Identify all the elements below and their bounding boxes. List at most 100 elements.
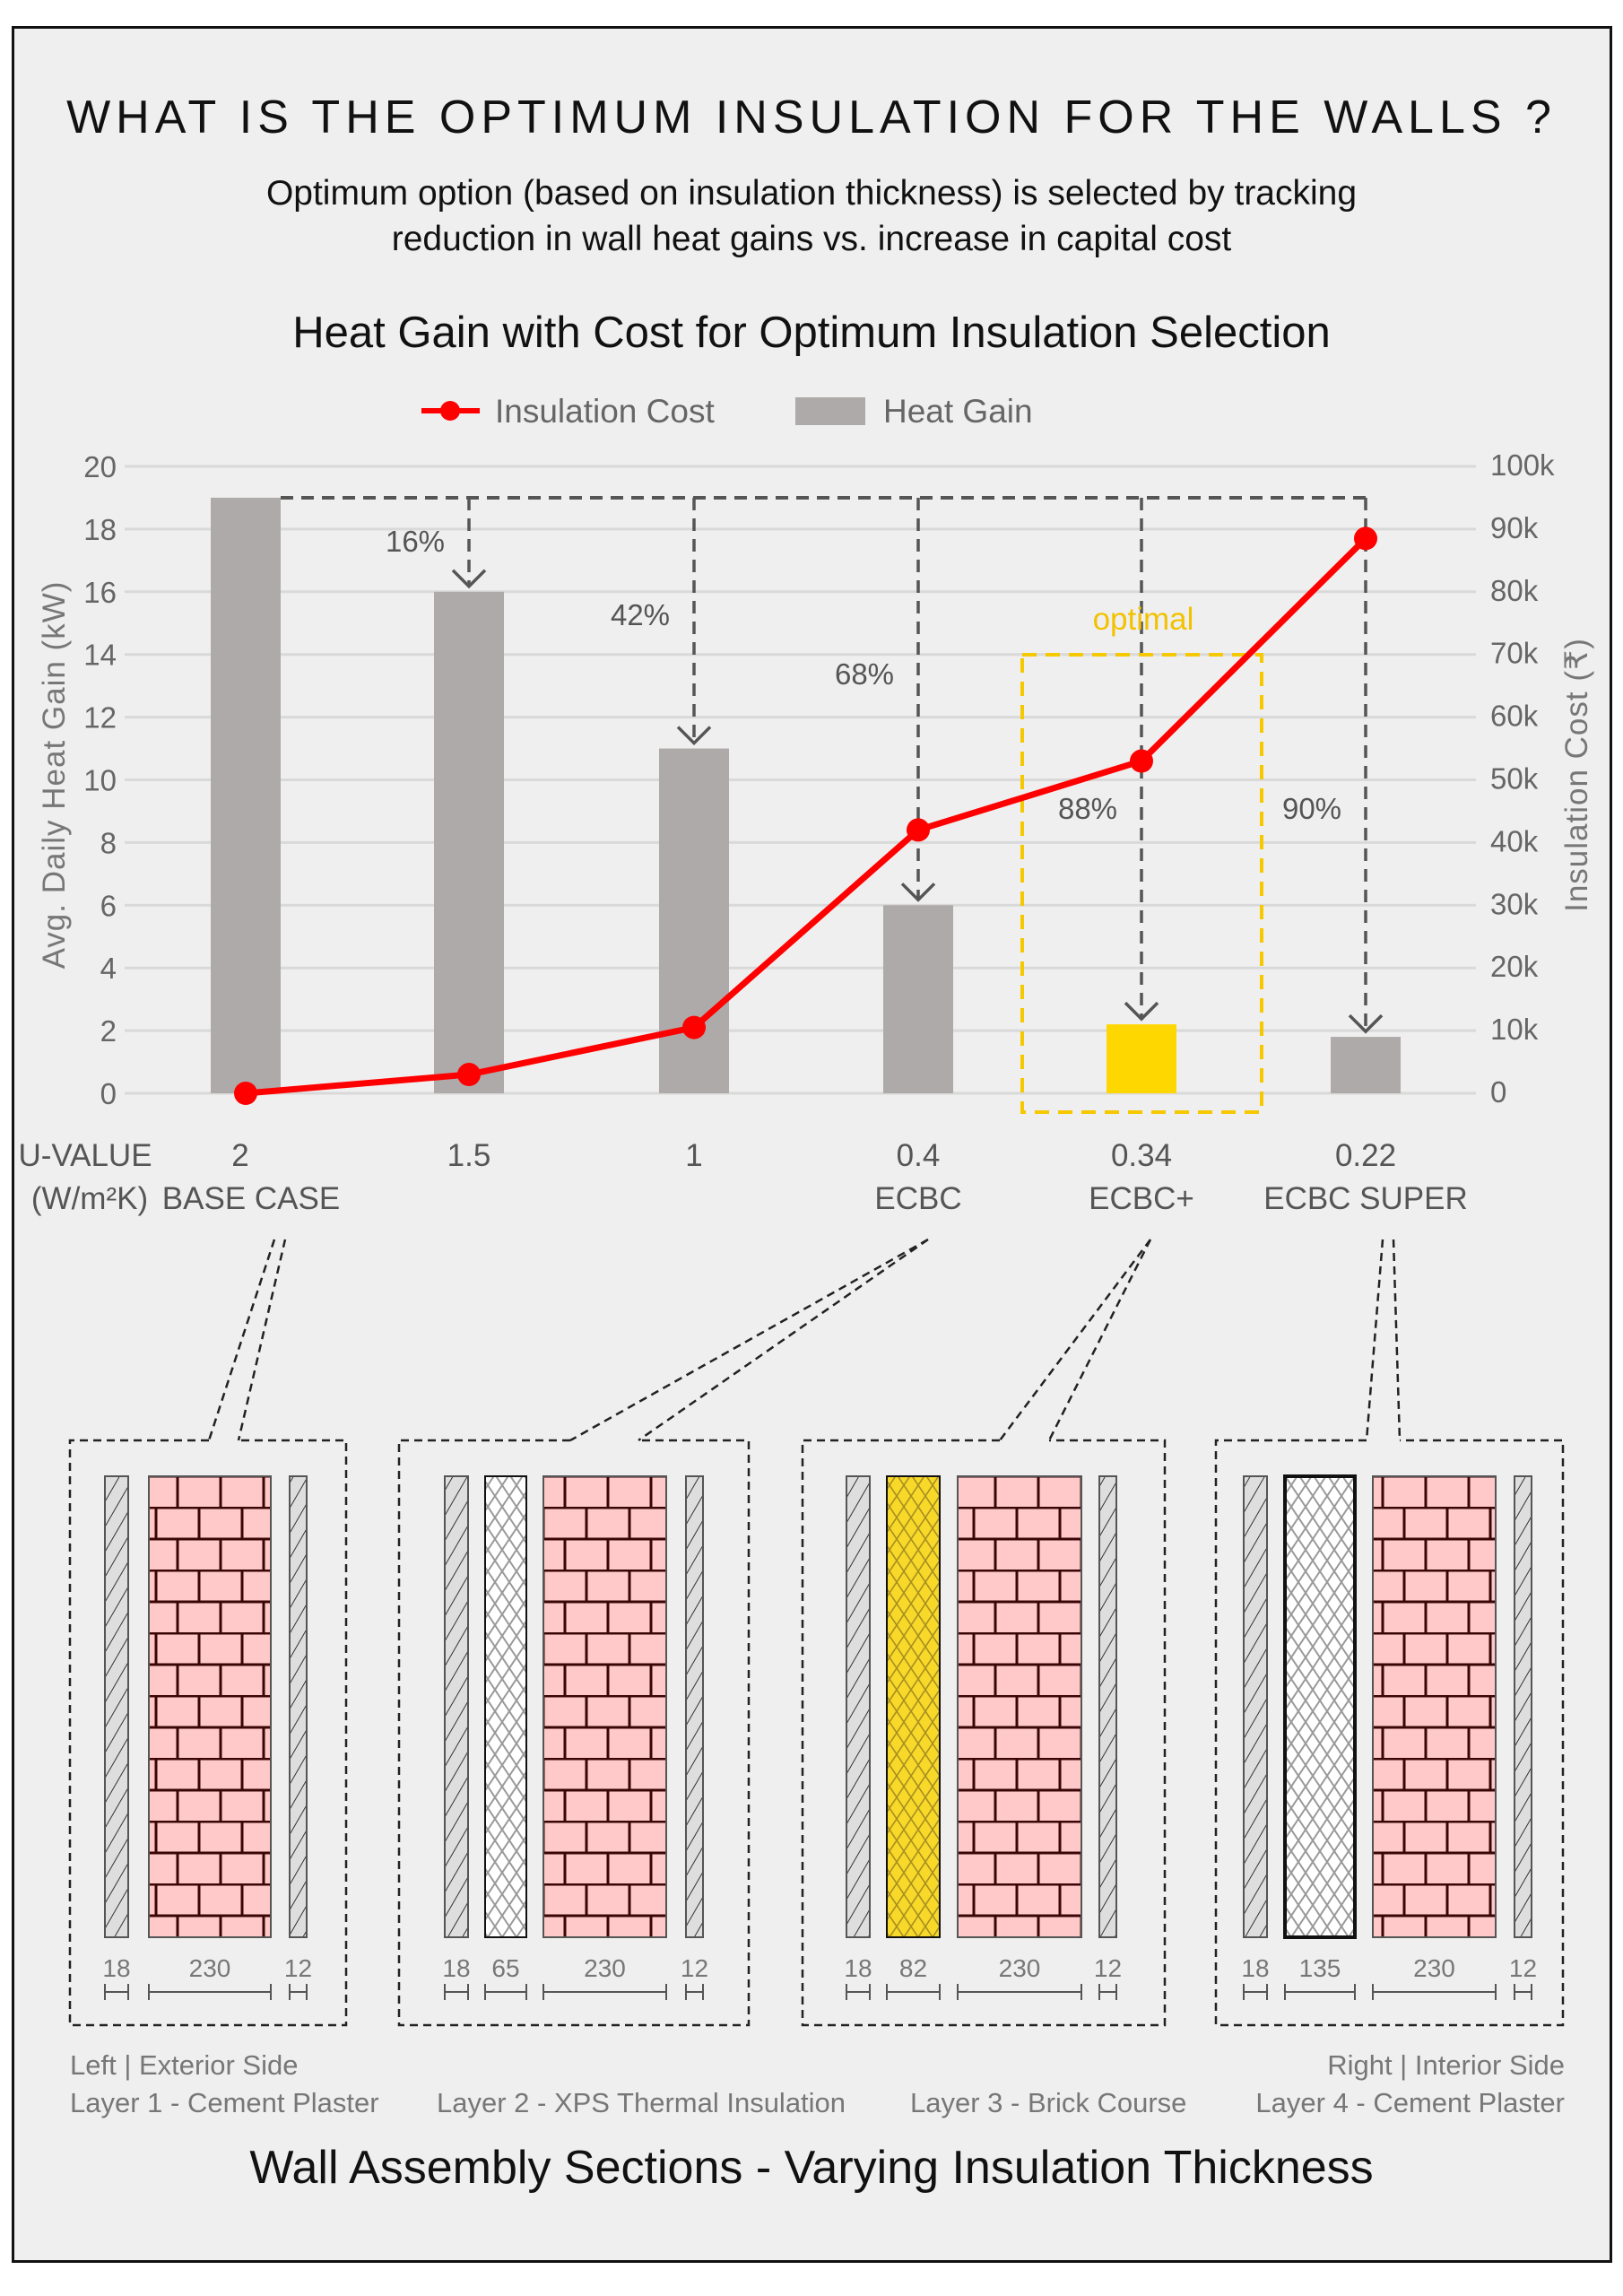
dimension-line (444, 1984, 469, 2000)
sections-title: Wall Assembly Sections - Varying Insulat… (249, 2142, 1373, 2194)
cost-point (907, 818, 930, 842)
y-tick-label: 4 (100, 952, 117, 985)
wall-section-2: 18 65 230 12 (397, 1238, 929, 2027)
right-side-label: Right | Interior Side (1327, 2049, 1565, 2081)
y-tick-label: 14 (83, 639, 117, 672)
y2-tick-label: 90k (1490, 511, 1539, 544)
dimension-line (886, 1984, 941, 2000)
dimension-label: 12 (681, 1954, 708, 1982)
u-value-label: 0.22 (1335, 1138, 1396, 1173)
y2-axis-label: Insulation Cost (₹) (1559, 638, 1594, 912)
layer-3-label: Layer 3 - Brick Course (910, 2087, 1186, 2118)
u-value-label: 1.5 (447, 1138, 491, 1173)
dimension-label: 230 (189, 1954, 231, 1982)
cost-point (682, 1015, 706, 1039)
arrow-head-icon (451, 569, 487, 589)
dimension-label: 230 (999, 1954, 1041, 1982)
dimension-label: 230 (1413, 1954, 1455, 1982)
y-tick-label: 6 (100, 889, 117, 922)
dimension-label: 18 (102, 1954, 130, 1982)
x-header-unit: (W/m²K) (31, 1181, 148, 1216)
u-value-label: 0.4 (897, 1138, 941, 1173)
layer-2-label: Layer 2 - XPS Thermal Insulation (437, 2087, 846, 2118)
plaster-layer (104, 1475, 129, 1938)
left-side-label: Left | Exterior Side (70, 2049, 298, 2081)
optimal-label: optimal (1093, 602, 1194, 637)
y2-tick-label: 70k (1490, 637, 1539, 670)
dimension-line (104, 1984, 129, 2000)
y-tick-label: 0 (100, 1077, 117, 1110)
reduction-arrows: 16% 42% 68% 88% 90% (281, 495, 1384, 1034)
plaster-layer (1243, 1475, 1268, 1938)
insulation-layer (886, 1475, 941, 1938)
reduction-percent-label: 88% (1058, 792, 1117, 825)
cost-point (457, 1063, 481, 1087)
insulation-layer (484, 1475, 527, 1938)
dimension-label: 18 (442, 1954, 470, 1982)
wall-section-4: 18 135 230 12 (1214, 1239, 1565, 2027)
optimal-highlight: optimal (1020, 602, 1263, 1114)
y-tick-label: 18 (83, 513, 117, 546)
legend-bar-swatch (795, 397, 865, 425)
cost-point (234, 1082, 257, 1105)
cost-point (1354, 526, 1377, 551)
y-tick-label: 20 (83, 450, 117, 483)
section-box (1214, 1439, 1565, 2027)
x-header-u-value: U-VALUE (18, 1138, 152, 1173)
y2-tick-label: 10k (1490, 1013, 1539, 1046)
y2-tick-label: 20k (1490, 950, 1539, 983)
chart-grid: 0 2 4 6 8 10 12 14 16 18 20 0 10k 20k 30k 40k 50k 60k 70k 8… (83, 448, 1555, 1110)
dimension-line (846, 1984, 871, 2000)
brick-layer (957, 1475, 1082, 1938)
dimension-line (1514, 1984, 1532, 2000)
y2-tick-label: 0 (1490, 1075, 1506, 1109)
heat-gain-bar (1331, 1037, 1401, 1093)
subtitle-line-2: reduction in wall heat gains vs. increas… (392, 220, 1232, 258)
cost-line (245, 535, 1368, 1097)
callout-connector (1365, 1239, 1402, 1441)
dimension-line (1372, 1984, 1497, 2000)
dimension-line (542, 1984, 667, 2000)
layer-4-label: Layer 4 - Cement Plaster (1255, 2087, 1565, 2118)
arrow-head-icon (676, 726, 712, 746)
u-value-label: 0.34 (1111, 1138, 1172, 1173)
subtitle-line-1: Optimum option (based on insulation thic… (266, 174, 1357, 213)
wall-section-1: 18 230 12 (68, 1239, 348, 2027)
y2-tick-label: 50k (1490, 762, 1539, 796)
dimension-line (1284, 1984, 1356, 2000)
heat-gain-bar (659, 748, 729, 1093)
dimension-label: 230 (584, 1954, 626, 1982)
y-axis-label: Avg. Daily Heat Gain (kW) (37, 581, 72, 970)
y2-tick-label: 100k (1490, 448, 1555, 482)
dimension-label: 12 (284, 1954, 312, 1982)
section-box (801, 1439, 1167, 2027)
dimension-line (289, 1984, 308, 2000)
reduction-percent-label: 16% (386, 525, 445, 558)
y-tick-label: 8 (100, 826, 117, 859)
y2-tick-label: 60k (1490, 700, 1539, 733)
plaster-layer (846, 1475, 871, 1938)
category-sublabel: BASE CASE (162, 1181, 340, 1216)
heat-gain-bar (1107, 1024, 1176, 1093)
dimension-label: 18 (844, 1954, 872, 1982)
dimension-label: 135 (1299, 1954, 1341, 1982)
dimension-line (957, 1984, 1082, 2000)
section-box (68, 1439, 348, 2027)
arrow-head-icon (900, 883, 936, 902)
legend-label-heat-gain: Heat Gain (883, 393, 1033, 430)
dimension-line (1098, 1984, 1117, 2000)
y2-tick-label: 80k (1490, 574, 1539, 607)
heat-gain-bar (883, 905, 953, 1093)
dimension-line (484, 1984, 527, 2000)
layer-1-label: Layer 1 - Cement Plaster (70, 2087, 379, 2118)
chart-legend: Insulation Cost Heat Gain (421, 393, 1033, 430)
plaster-layer (289, 1475, 308, 1938)
callout-connector (569, 1238, 929, 1442)
brick-layer (1372, 1475, 1497, 1938)
dimension-label: 65 (491, 1954, 519, 1982)
y-tick-label: 12 (83, 701, 117, 735)
heat-gain-bar (211, 497, 281, 1093)
dimension-label: 12 (1509, 1954, 1537, 1982)
y-tick-label: 10 (83, 764, 117, 797)
y-tick-label: 2 (100, 1014, 117, 1048)
